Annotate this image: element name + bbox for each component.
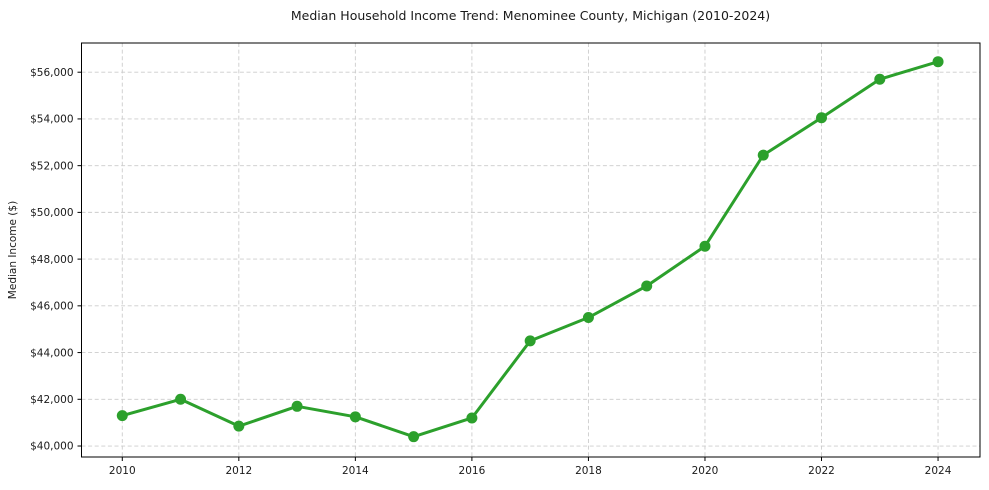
x-tick-label: 2014 bbox=[342, 465, 369, 477]
data-point bbox=[757, 149, 769, 161]
y-tick-label: $56,000 bbox=[30, 67, 73, 79]
x-tick-label: 2022 bbox=[808, 465, 835, 477]
data-point bbox=[641, 280, 653, 292]
y-tick-label: $44,000 bbox=[30, 347, 73, 359]
data-point bbox=[466, 412, 478, 424]
chart-title: Median Household Income Trend: Menominee… bbox=[290, 8, 771, 23]
data-point bbox=[816, 112, 828, 124]
y-tick-label: $48,000 bbox=[30, 254, 73, 266]
data-point bbox=[932, 56, 944, 68]
data-point bbox=[582, 312, 594, 324]
y-tick-label: $46,000 bbox=[30, 301, 73, 313]
x-tick-label: 2012 bbox=[225, 465, 252, 477]
y-tick-label: $52,000 bbox=[30, 160, 73, 172]
x-tick-label: 2020 bbox=[692, 465, 719, 477]
x-tick-label: 2016 bbox=[459, 465, 486, 477]
data-point bbox=[175, 393, 187, 405]
data-point bbox=[349, 411, 361, 423]
data-point bbox=[699, 240, 711, 252]
x-tick-label: 2018 bbox=[575, 465, 602, 477]
data-point bbox=[874, 73, 886, 85]
data-point bbox=[291, 400, 303, 412]
x-tick-label: 2010 bbox=[109, 465, 136, 477]
y-tick-label: $50,000 bbox=[30, 207, 73, 219]
data-point bbox=[524, 335, 536, 347]
data-point bbox=[233, 420, 245, 432]
y-tick-label: $40,000 bbox=[30, 441, 73, 453]
data-point bbox=[408, 431, 420, 443]
plot-border bbox=[81, 42, 981, 458]
data-line bbox=[120, 60, 940, 439]
y-tick-label: $54,000 bbox=[30, 114, 73, 126]
x-tick-label: 2024 bbox=[925, 465, 952, 477]
y-tick-label: $42,000 bbox=[30, 394, 73, 406]
data-point bbox=[116, 410, 128, 422]
